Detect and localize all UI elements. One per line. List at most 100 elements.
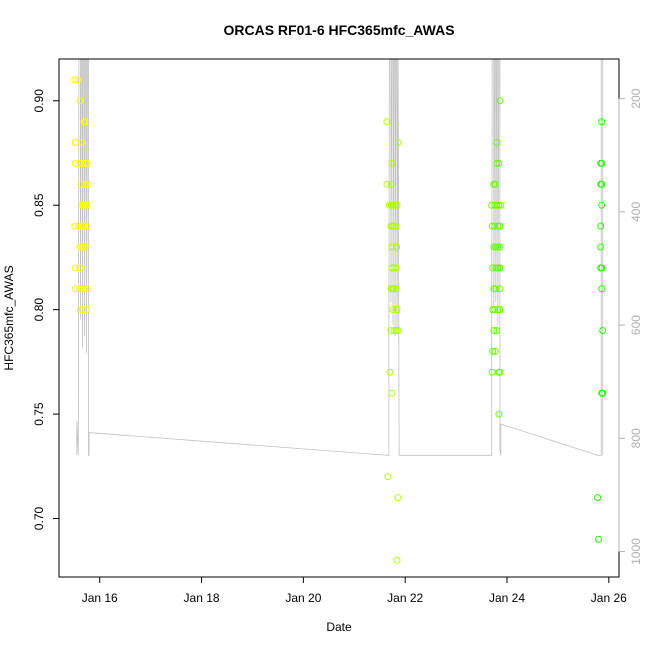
data-point (495, 410, 503, 418)
data-point (495, 201, 503, 209)
data-point (71, 139, 79, 146)
plot-frame (58, 58, 620, 578)
x-tick-label: Jan 18 (184, 591, 220, 605)
data-point (81, 118, 89, 126)
y-axis-left: 0.70 0.75 0.80 0.85 0.90 (32, 89, 60, 531)
data-point (491, 222, 499, 230)
data-point (390, 327, 398, 334)
y-tick-label: 0.70 (32, 507, 46, 531)
data-point (493, 201, 501, 209)
data-point (490, 327, 498, 334)
data-point (598, 159, 606, 167)
data-point (392, 264, 400, 272)
data-point (488, 201, 496, 209)
data-point (598, 285, 606, 293)
data-point (394, 139, 402, 146)
altitude-trace (76, 58, 604, 456)
data-point (390, 285, 398, 293)
data-point (494, 306, 502, 314)
data-point (82, 180, 90, 188)
data-point (488, 368, 496, 376)
data-point (492, 285, 500, 293)
data-point (71, 264, 79, 272)
data-point (388, 264, 396, 272)
data-point (492, 243, 500, 251)
data-point (496, 285, 504, 293)
data-point (392, 222, 400, 230)
y-tick-label: 0.85 (32, 193, 46, 217)
data-point (594, 494, 602, 502)
data-point (393, 201, 401, 209)
data-point (83, 222, 90, 230)
data-point (80, 222, 88, 230)
data-point (493, 159, 501, 167)
y2-tick-label: 400 (629, 202, 643, 222)
data-point (78, 306, 86, 314)
x-axis: Jan 16 Jan 18 Jan 20 Jan 22 Jan 24 Jan 26 (82, 576, 627, 605)
data-point (489, 264, 497, 272)
data-point (393, 556, 401, 564)
data-point (388, 389, 396, 397)
data-point (392, 327, 400, 334)
x-tick-label: Jan 22 (387, 591, 423, 605)
data-point (71, 159, 79, 167)
y-tick-label: 0.90 (32, 89, 46, 113)
data-point (84, 180, 92, 188)
data-point (390, 222, 398, 230)
chart-title: ORCAS RF01-6 HFC365mfc_AWAS (223, 22, 454, 38)
y2-tick-label: 800 (629, 428, 643, 448)
data-point (83, 201, 90, 209)
data-point (489, 306, 497, 314)
data-point (71, 76, 79, 84)
data-point (81, 285, 88, 293)
data-point (78, 139, 86, 146)
data-point (383, 118, 391, 126)
data-point (82, 243, 89, 251)
data-point (79, 243, 87, 251)
data-point (496, 243, 504, 251)
data-point (83, 285, 91, 293)
data-point (389, 201, 397, 209)
data-point (595, 535, 603, 543)
data-point (83, 159, 91, 167)
data-point (598, 201, 606, 209)
data-point (496, 306, 504, 314)
y-axis-right: 200 400 600 800 1000 (618, 88, 643, 565)
data-point (82, 306, 90, 314)
data-point (491, 347, 499, 355)
data-point (491, 180, 499, 188)
data-point (597, 222, 605, 230)
y2-tick-label: 1000 (629, 538, 643, 565)
data-point (387, 180, 395, 188)
data-point (393, 306, 401, 314)
data-point (387, 327, 395, 334)
data-point (598, 118, 606, 126)
x-tick-label: Jan 24 (489, 591, 525, 605)
data-point (77, 180, 85, 188)
altitude-line-0 (76, 58, 604, 456)
data-point (598, 180, 606, 188)
data-point (388, 243, 396, 251)
data-point (391, 201, 399, 209)
y2-tick-label: 200 (629, 88, 643, 108)
data-point (389, 306, 397, 314)
data-point (495, 159, 503, 167)
data-point (491, 306, 499, 314)
x-tick-label: Jan 16 (82, 591, 118, 605)
data-points (71, 76, 607, 564)
data-point (492, 264, 500, 272)
x-tick-label: Jan 26 (591, 591, 627, 605)
data-point (394, 327, 402, 334)
data-point (384, 473, 392, 481)
data-point (390, 264, 398, 272)
data-point (76, 97, 84, 105)
y-axis-label: HFC365mfc_AWAS (2, 265, 16, 370)
data-point (493, 139, 501, 146)
data-point (386, 368, 394, 376)
data-point (76, 264, 84, 272)
data-point (493, 327, 501, 334)
data-point (496, 368, 504, 376)
data-point (497, 201, 505, 209)
data-point (494, 264, 502, 272)
data-point (392, 285, 400, 293)
